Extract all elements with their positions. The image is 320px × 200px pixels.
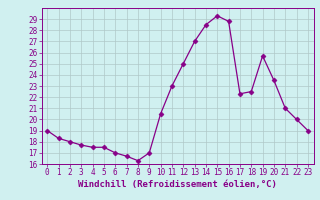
X-axis label: Windchill (Refroidissement éolien,°C): Windchill (Refroidissement éolien,°C)	[78, 180, 277, 189]
